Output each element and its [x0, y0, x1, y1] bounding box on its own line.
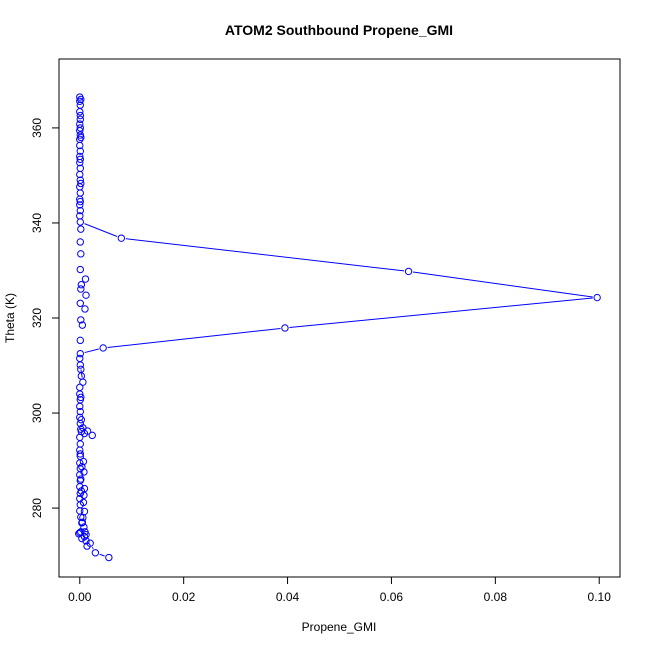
plot-frame	[58, 58, 621, 578]
data-point	[76, 147, 84, 155]
y-axis: 280 300 320 340 360	[30, 118, 60, 518]
data-point	[78, 463, 86, 471]
data-point	[78, 321, 87, 329]
data-point	[81, 305, 89, 313]
data-point	[77, 393, 85, 402]
data-point	[76, 265, 84, 274]
data-point	[76, 170, 84, 179]
chart-title: ATOM2 Southbound Propene_GMI	[225, 22, 453, 38]
data-point	[77, 133, 85, 142]
data-point	[76, 459, 84, 467]
y-tick-label: 360	[30, 118, 44, 138]
data-point	[76, 189, 84, 197]
data-point	[77, 285, 85, 293]
data-point	[78, 534, 86, 543]
x-tick-label: 0.02	[172, 590, 196, 604]
data-point	[404, 267, 413, 276]
y-tick-label: 320	[30, 308, 44, 328]
data-point	[80, 507, 89, 516]
data-point	[82, 291, 90, 299]
data-point	[281, 324, 289, 332]
x-tick-label: 0.00	[68, 590, 92, 604]
data-point	[77, 475, 85, 483]
data-point	[76, 440, 84, 448]
series-segment	[125, 238, 405, 272]
data-point	[76, 450, 84, 458]
data-point	[76, 354, 84, 363]
data-point	[76, 155, 84, 163]
data-point	[76, 238, 84, 246]
series-segment	[412, 271, 593, 298]
series-segment	[84, 223, 118, 237]
y-tick-label: 280	[30, 498, 44, 518]
data-point	[82, 531, 90, 539]
y-axis-label: Theta (K)	[3, 293, 17, 343]
series-theta-profile	[75, 93, 601, 562]
y-tick-label: 300	[30, 403, 44, 423]
data-point	[77, 95, 85, 104]
data-point	[76, 158, 84, 167]
data-point	[77, 487, 86, 495]
data-point	[76, 349, 84, 358]
data-point	[81, 275, 90, 283]
series-segment	[99, 553, 105, 557]
x-axis: 0.00 0.02 0.04 0.06 0.08 0.10	[68, 576, 612, 604]
data-point	[77, 372, 86, 380]
x-tick-label: 0.10	[588, 590, 612, 604]
data-point	[76, 141, 84, 150]
y-tick-label: 340	[30, 213, 44, 233]
data-point	[79, 513, 87, 522]
data-point	[76, 197, 84, 206]
x-tick-label: 0.06	[380, 590, 404, 604]
x-tick-label: 0.04	[276, 590, 300, 604]
data-point	[77, 179, 85, 188]
data-point	[76, 383, 84, 392]
data-point	[91, 549, 100, 557]
data-point	[99, 344, 107, 352]
data-point	[78, 519, 86, 527]
data-point	[593, 293, 601, 302]
series-segment	[91, 546, 94, 550]
data-point	[77, 225, 85, 233]
data-point	[79, 498, 88, 507]
data-point	[88, 431, 96, 440]
data-point	[76, 111, 84, 120]
series-segment	[84, 348, 99, 354]
data-point	[79, 424, 87, 432]
data-point	[76, 108, 84, 116]
data-point	[77, 281, 86, 289]
series-segment	[289, 297, 593, 329]
data-point	[76, 361, 84, 369]
x-axis-label: Propene_GMI	[302, 620, 377, 634]
data-point	[77, 316, 85, 324]
data-point	[76, 402, 84, 411]
data-point	[76, 299, 84, 307]
data-point	[76, 124, 84, 132]
data-point	[77, 415, 86, 424]
data-point	[76, 206, 84, 215]
data-point	[76, 407, 84, 416]
x-tick-label: 0.08	[484, 590, 508, 604]
data-point	[76, 201, 84, 209]
data-point	[76, 336, 84, 345]
data-point	[83, 542, 91, 550]
data-point	[117, 234, 126, 242]
series-segment	[107, 327, 281, 348]
data-point	[76, 115, 84, 124]
data-point	[79, 457, 88, 466]
data-point	[77, 250, 85, 258]
data-point	[76, 218, 84, 226]
data-point	[76, 390, 84, 398]
series-segment	[80, 369, 83, 378]
data-point	[105, 553, 113, 562]
